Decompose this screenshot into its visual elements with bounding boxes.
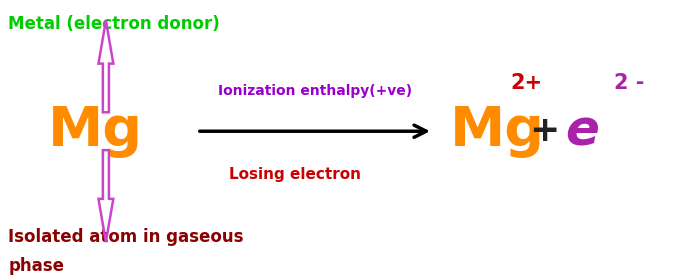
Text: Ionization enthalpy(+ve): Ionization enthalpy(+ve) xyxy=(218,84,412,98)
Text: +: + xyxy=(529,114,559,148)
Text: 2+: 2+ xyxy=(510,73,542,93)
Text: phase: phase xyxy=(8,257,64,275)
Text: Isolated atom in gaseous: Isolated atom in gaseous xyxy=(8,228,244,246)
Text: e: e xyxy=(565,107,600,155)
Text: 2 -: 2 - xyxy=(613,73,644,93)
Text: Mg: Mg xyxy=(48,104,144,158)
Text: Losing electron: Losing electron xyxy=(229,167,361,182)
Text: Metal (electron donor): Metal (electron donor) xyxy=(8,15,220,33)
Text: Mg: Mg xyxy=(450,104,545,158)
